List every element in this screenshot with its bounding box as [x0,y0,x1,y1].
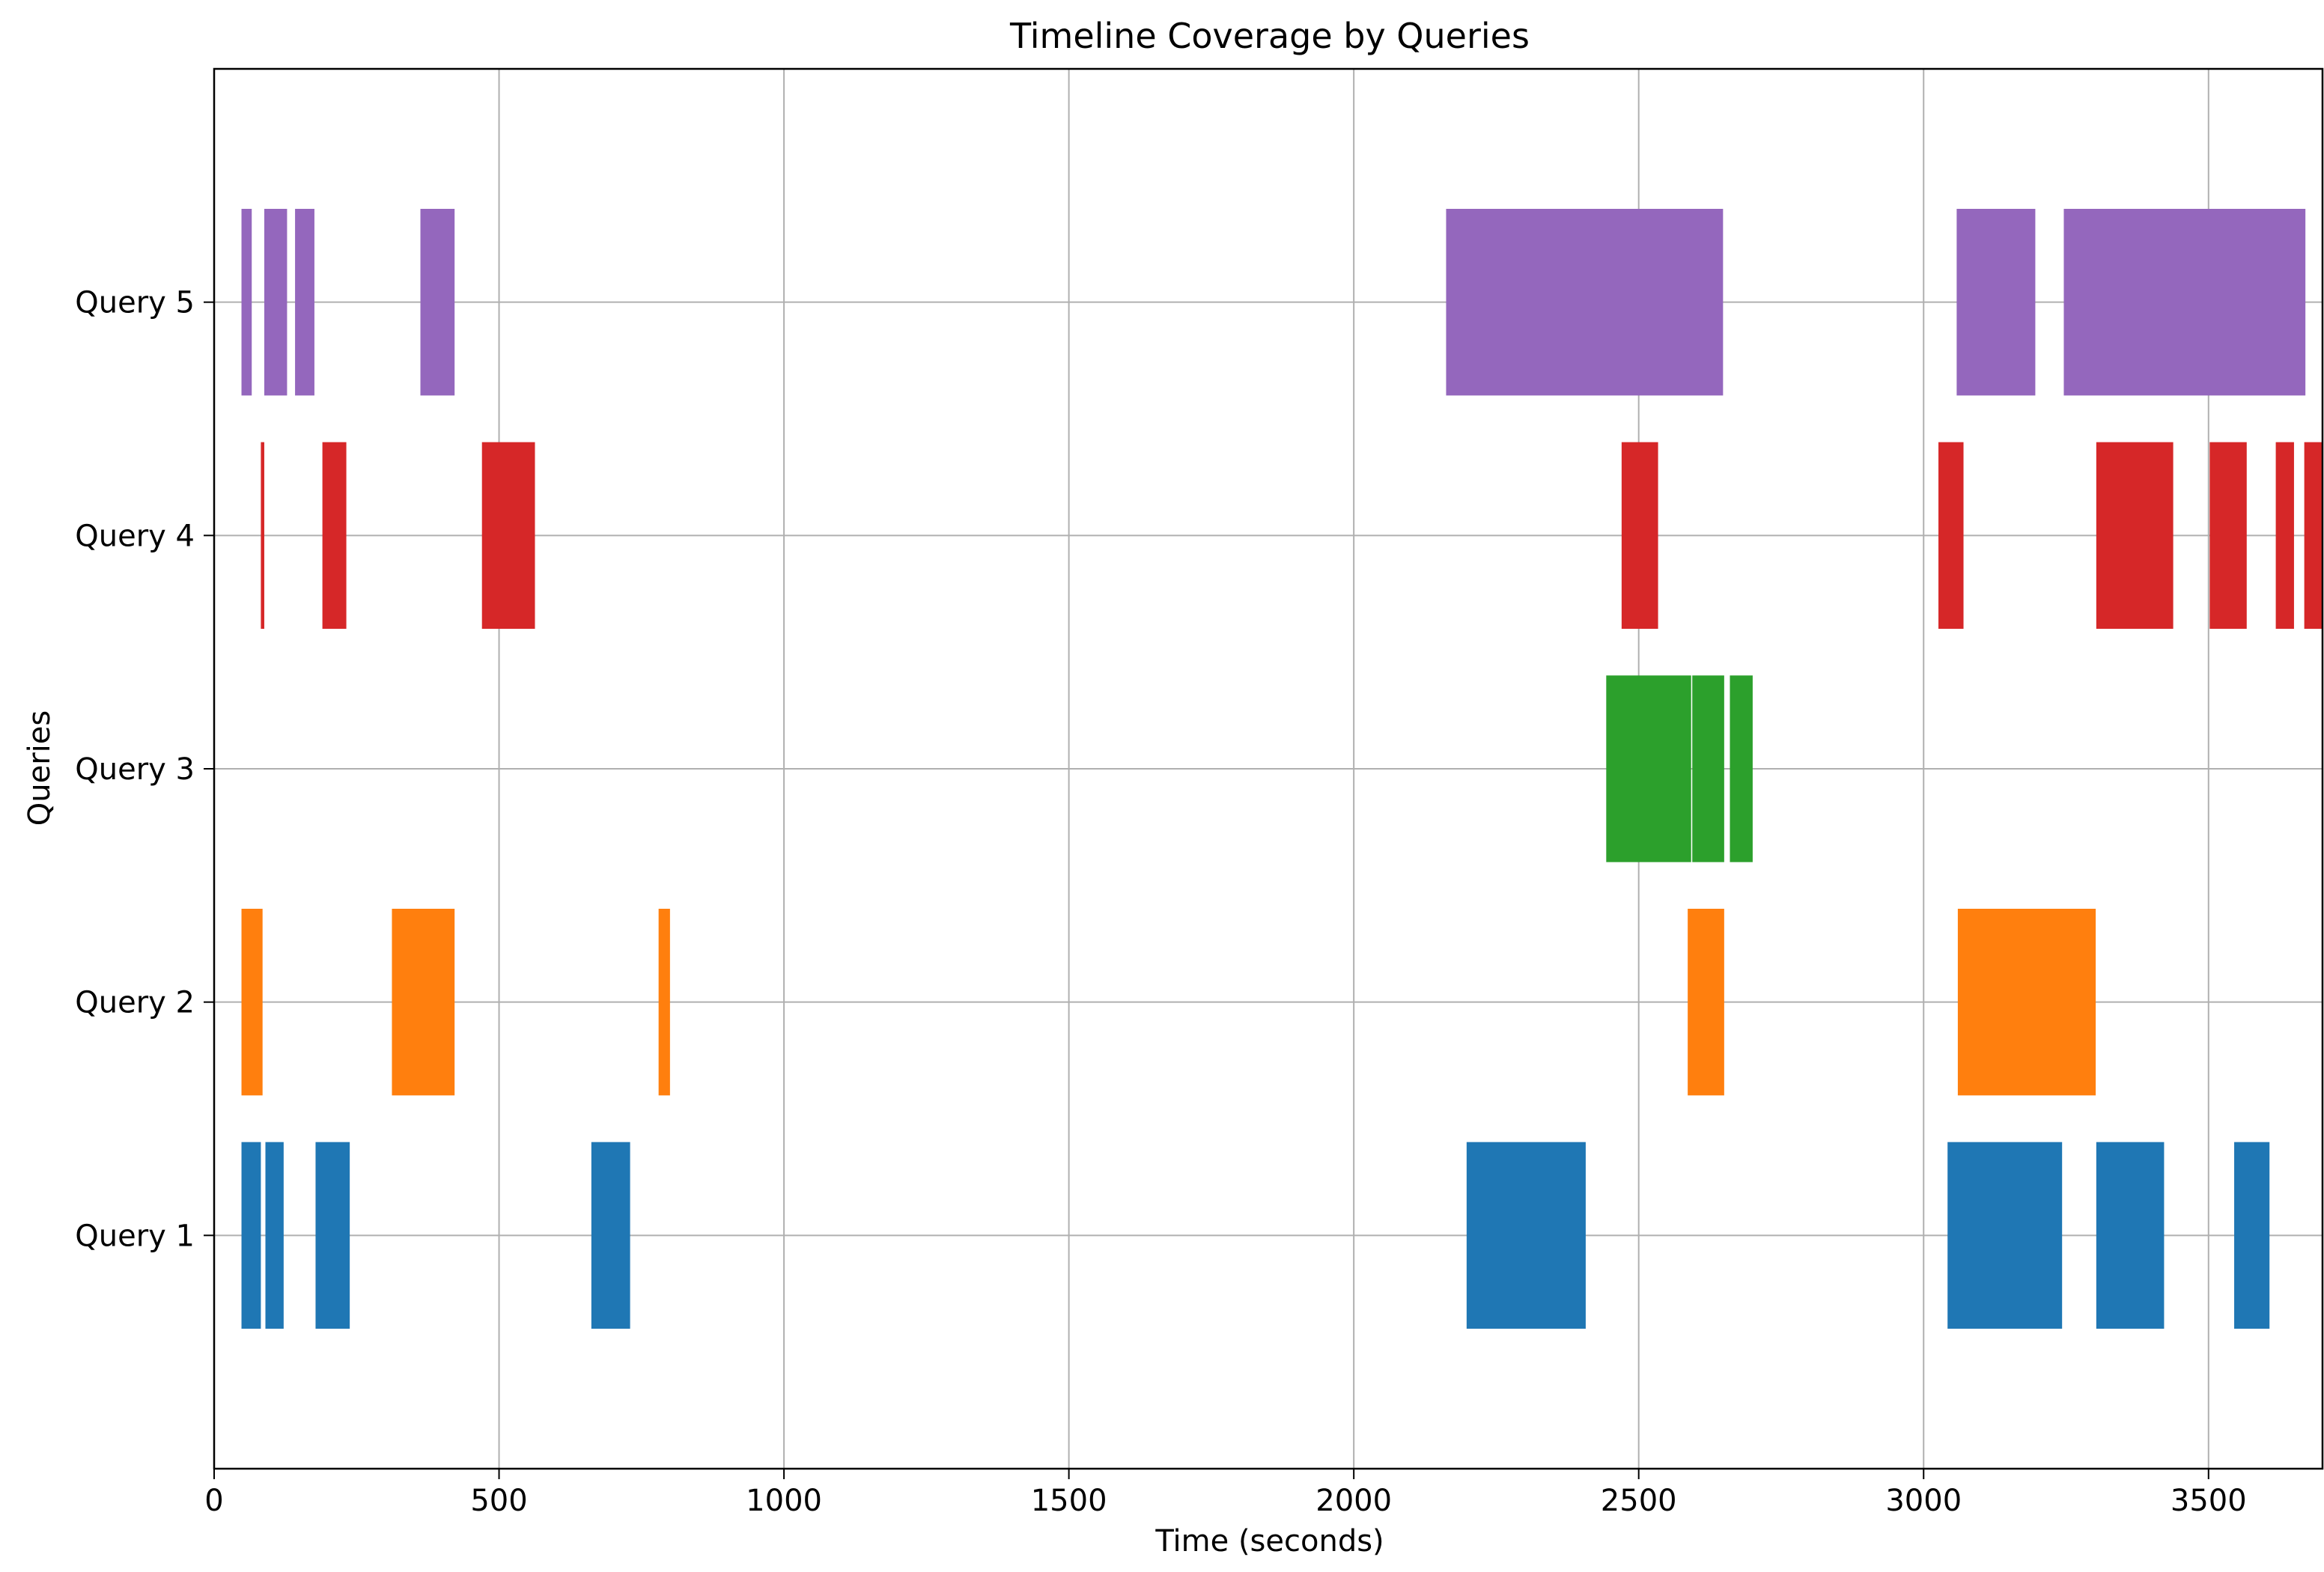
bar-segment [261,442,264,629]
bar-segment [1688,909,1724,1096]
x-tick-label: 500 [470,1484,527,1518]
x-tick-label: 2000 [1315,1484,1392,1518]
bar-segment [1692,675,1724,862]
bar-segment [241,909,263,1096]
bar-segment [2234,1142,2270,1329]
bar-segment [2096,442,2174,629]
x-tick-label: 1000 [746,1484,822,1518]
bar-segment [295,209,314,396]
bar-segment [264,209,288,396]
series-1 [241,1142,2270,1329]
bars [241,209,2323,1329]
series-2 [241,909,2096,1096]
y-tick-label: Query 1 [75,1219,195,1253]
bar-segment [1466,1142,1586,1329]
series-3 [1606,675,1753,862]
bar-segment [2304,442,2323,629]
y-tick-label: Query 5 [75,286,195,320]
series-5 [241,209,2306,396]
x-axis-ticks: 0 500 1000 1500 2000 2500 3000 3500 [204,1469,2247,1518]
bar-segment [315,1142,350,1329]
bar-segment [265,1142,284,1329]
x-tick-label: 1500 [1031,1484,1107,1518]
x-axis-label: Time (seconds) [1155,1524,1384,1559]
bar-segment [1606,675,1691,862]
bar-segment [1938,442,1964,629]
bar-segment [2096,1142,2165,1329]
bar-segment [2275,442,2294,629]
bar-segment [1957,909,2096,1096]
bar-segment [1956,209,2036,396]
bar-segment [658,909,670,1096]
bar-segment [2063,209,2306,396]
chart-title: Timeline Coverage by Queries [1009,16,1530,56]
y-tick-label: Query 3 [75,752,195,787]
bar-segment [241,209,252,396]
bar-segment [420,209,455,396]
bar-segment [241,1142,261,1329]
bar-segment [481,442,535,629]
bar-segment [392,909,455,1096]
y-axis-ticks: Query 1 Query 2 Query 3 Query 4 Query 5 [75,286,214,1253]
x-tick-label: 0 [204,1484,223,1518]
bar-segment [322,442,347,629]
bar-segment [1621,442,1658,629]
x-tick-label: 3000 [1885,1484,1962,1518]
series-4 [261,442,2323,629]
bar-segment [1947,1142,2063,1329]
x-tick-label: 3500 [2171,1484,2247,1518]
bar-segment [591,1142,630,1329]
y-tick-label: Query 4 [75,519,195,553]
bar-segment [1446,209,1724,396]
bar-segment [1730,675,1753,862]
bar-segment [2209,442,2247,629]
y-tick-label: Query 2 [75,986,195,1020]
x-tick-label: 2500 [1601,1484,1677,1518]
y-axis-label: Queries [22,710,57,826]
